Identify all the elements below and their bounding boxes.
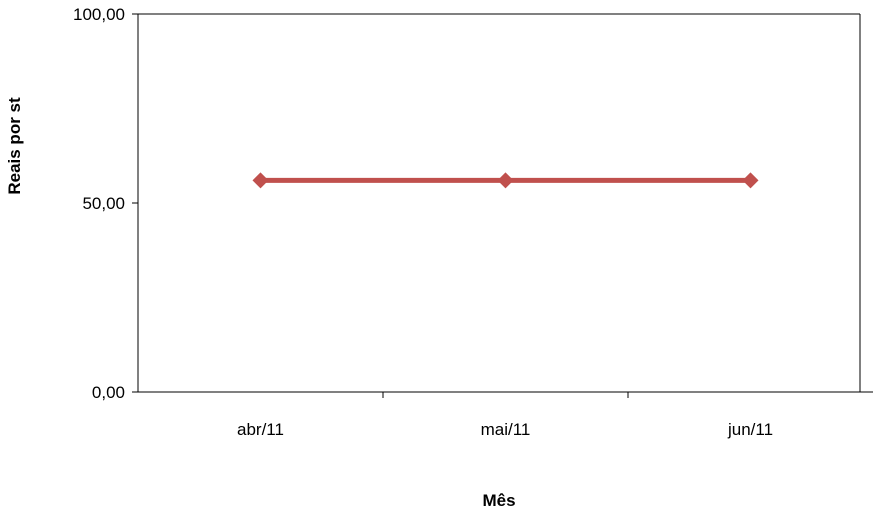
x-tick-label: mai/11 <box>481 420 531 439</box>
y-axis: 0,00 50,00 100,00 <box>73 5 139 402</box>
y-tick-label: 0,00 <box>92 383 125 402</box>
x-ticks: abr/11 mai/11 jun/11 <box>237 392 773 439</box>
y-ticks: 0,00 50,00 100,00 <box>73 5 138 402</box>
x-tick-label: abr/11 <box>237 420 284 439</box>
x-tick-label: jun/11 <box>727 420 773 439</box>
y-axis-title: Reais por st <box>5 97 24 195</box>
x-axis: abr/11 mai/11 jun/11 <box>138 391 873 439</box>
series-layer <box>252 172 759 189</box>
data-point-marker <box>497 172 514 189</box>
x-axis-title: Mês <box>482 491 515 510</box>
y-tick-label: 100,00 <box>73 5 125 24</box>
data-point-marker <box>252 172 269 189</box>
y-tick-label: 50,00 <box>82 194 125 213</box>
data-point-marker <box>742 172 759 189</box>
